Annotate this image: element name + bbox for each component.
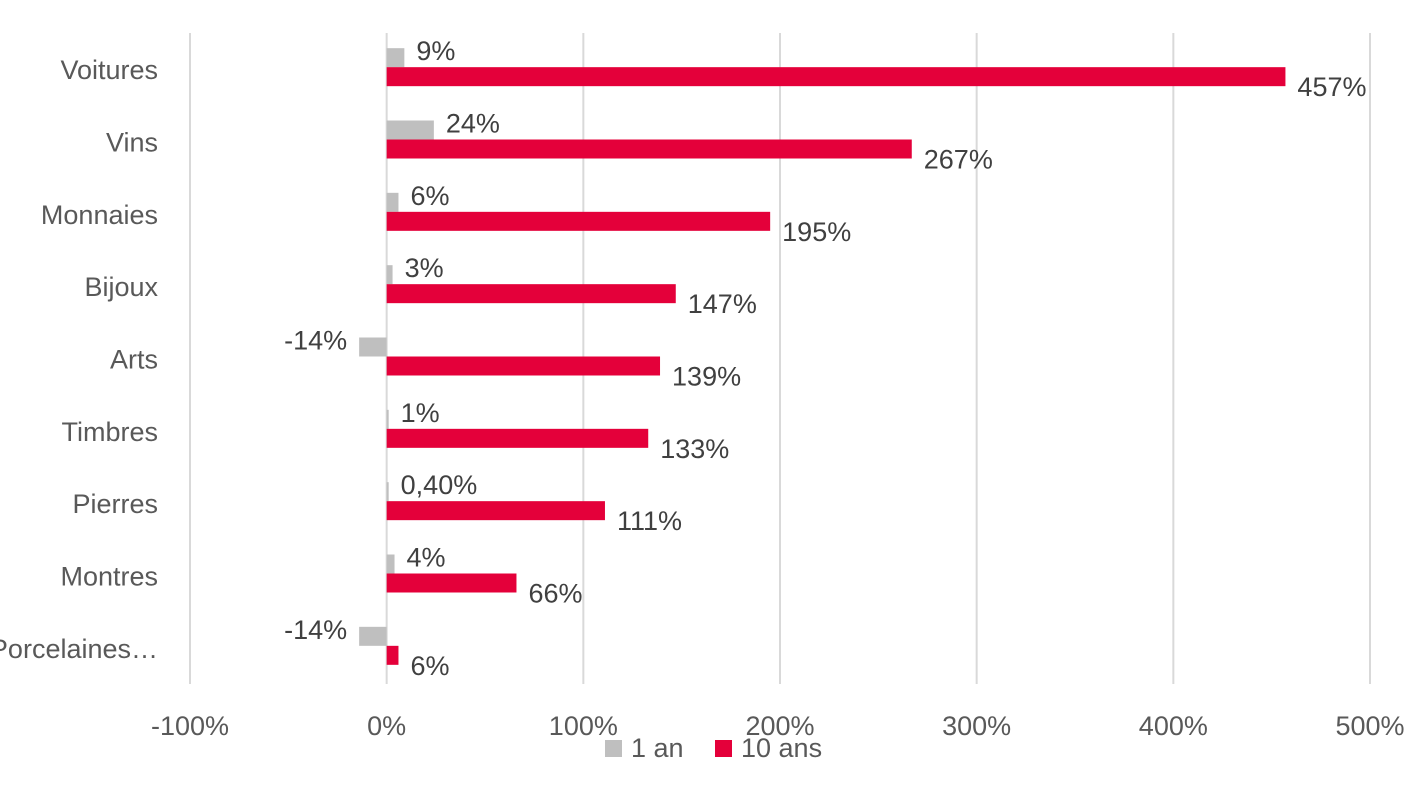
data-label: -14% (284, 615, 347, 645)
bar-10-ans (386, 284, 676, 304)
category-label: Monnaies (41, 200, 158, 230)
category-label: Arts (110, 345, 158, 375)
legend-swatch (605, 740, 622, 757)
data-label: 6% (410, 651, 449, 681)
x-tick-label: -100% (151, 711, 229, 741)
data-label: 24% (446, 109, 500, 139)
data-label: 195% (782, 217, 851, 247)
x-tick-label: 0% (367, 711, 406, 741)
data-label: 66% (528, 579, 582, 609)
legend-label: 10 ans (741, 733, 822, 763)
category-label: Bijoux (84, 272, 158, 302)
data-label: 111% (617, 506, 682, 536)
bar-1-an (386, 120, 434, 140)
x-tick-label: 200% (745, 711, 814, 741)
data-label: 6% (410, 181, 449, 211)
category-label: Voitures (60, 55, 158, 85)
bar-1-an (386, 265, 393, 285)
x-tick-label: 300% (942, 711, 1011, 741)
bar-1-an (386, 192, 399, 212)
category-label: Vins (106, 128, 158, 158)
data-label: 3% (405, 253, 444, 283)
bar-10-ans (386, 573, 517, 593)
x-tick-label: 100% (549, 711, 618, 741)
bar-1-an (359, 337, 387, 357)
bar-10-ans (386, 501, 605, 521)
bar-10-ans (386, 645, 399, 665)
category-labels: Voitures Vins Monnaies Bijoux Arts Timbres Pie… (0, 55, 158, 664)
bar-10-ans (386, 211, 771, 231)
data-label: 133% (660, 434, 729, 464)
category-label: Pierres (72, 489, 158, 519)
legend-label: 1 an (631, 733, 684, 763)
bar-10-ans (386, 67, 1286, 87)
bar-10-ans (386, 356, 661, 376)
data-label: 9% (416, 36, 455, 66)
data-label: 0,40% (401, 470, 478, 500)
bar-1-an (386, 409, 389, 429)
data-label: 1% (401, 398, 440, 428)
data-label: 147% (688, 289, 757, 319)
category-label: Montres (60, 562, 158, 592)
bars: 9% 457% 24% 267% 6% 195% 3% 147% -14% 139% 1% 133% 0… (284, 36, 1366, 681)
bar-1-an (386, 482, 389, 502)
data-label: 4% (407, 543, 446, 573)
data-label: 457% (1297, 72, 1366, 102)
x-tick-label: 400% (1139, 711, 1208, 741)
data-label: 139% (672, 362, 741, 392)
x-tick-label: 500% (1335, 711, 1404, 741)
bar-1-an (386, 48, 405, 68)
bar-1-an (359, 626, 387, 646)
data-label: -14% (284, 326, 347, 356)
category-label: Timbres (61, 417, 158, 447)
x-axis-tick-labels: -100% 0% 100% 200% 300% 400% 500% (151, 711, 1405, 741)
bar-1-an (386, 554, 395, 574)
gridlines (189, 33, 1371, 684)
data-label: 267% (924, 145, 993, 175)
bar-10-ans (386, 139, 912, 159)
bar-10-ans (386, 428, 649, 448)
legend: 1 an 10 ans (605, 733, 822, 763)
category-label: Porcelaines… (0, 634, 158, 664)
legend-swatch (715, 740, 732, 757)
